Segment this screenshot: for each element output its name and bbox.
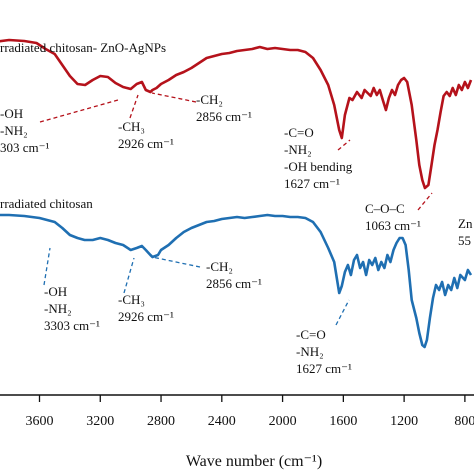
annotation-leader-4: [417, 192, 433, 211]
annotation-leader-0: [39, 99, 119, 123]
x-axis-ticks: 3600 3200 2800 2400 2000 1600 1200 800: [26, 395, 474, 429]
x-tick-label-4: 2000: [269, 414, 297, 429]
annotations: -OH -NH₂ 303 cm⁻¹ -CH₃ 2926 cm⁻¹ -CH₂ 2856 cm⁻…: [0, 92, 473, 376]
annotation-label-6: -OH -NH₂ 3303 cm⁻¹: [44, 284, 100, 333]
annotation-leader-9: [335, 299, 350, 326]
annotation-leader-7: [123, 257, 135, 294]
annotation-label-7: -CH₃ 2926 cm⁻¹: [118, 292, 174, 324]
x-tick-label-2: 2800: [147, 414, 175, 429]
annotation-leader-6: [43, 247, 51, 286]
annotation-label-8: -CH₂ 2856 cm⁻¹: [206, 259, 262, 291]
legend-label-zno-agnps: rradiated chitosan- ZnO-AgNPs: [0, 40, 166, 55]
annotation-label-1: -CH₃ 2926 cm⁻¹: [118, 119, 174, 151]
annotation-leader-1: [129, 94, 139, 119]
x-axis-title: Wave number (cm⁻¹): [186, 453, 322, 470]
annotation-label-3: -C=O -NH₂ -OH bending 1627 cm⁻¹: [284, 125, 353, 191]
annotation-label-2: -CH₂ 2856 cm⁻¹: [196, 92, 252, 124]
series-line-0: [0, 38, 473, 190]
x-tick-label-1: 3200: [86, 414, 114, 429]
x-tick-label-0: 3600: [26, 414, 54, 429]
annotation-leader-3: [337, 139, 351, 151]
annotation-label-4: C–O–C 1063 cm⁻¹: [365, 201, 421, 233]
x-tick-label-3: 2400: [208, 414, 236, 429]
annotation-label-5: Zn 55: [458, 216, 473, 248]
annotation-label-0: -OH -NH₂ 303 cm⁻¹: [0, 106, 49, 155]
plot-area: [0, 38, 473, 349]
x-tick-label-5: 1600: [329, 414, 357, 429]
annotation-leader-2: [151, 92, 197, 103]
annotation-leader-8: [151, 256, 201, 268]
annotation-label-9: -C=O -NH₂ 1627 cm⁻¹: [296, 327, 352, 376]
series-line-1: [0, 213, 473, 349]
x-tick-label-7: 800: [454, 414, 474, 429]
legend-label-chitosan: rradiated chitosan: [0, 196, 93, 211]
x-tick-label-6: 1200: [390, 414, 418, 429]
